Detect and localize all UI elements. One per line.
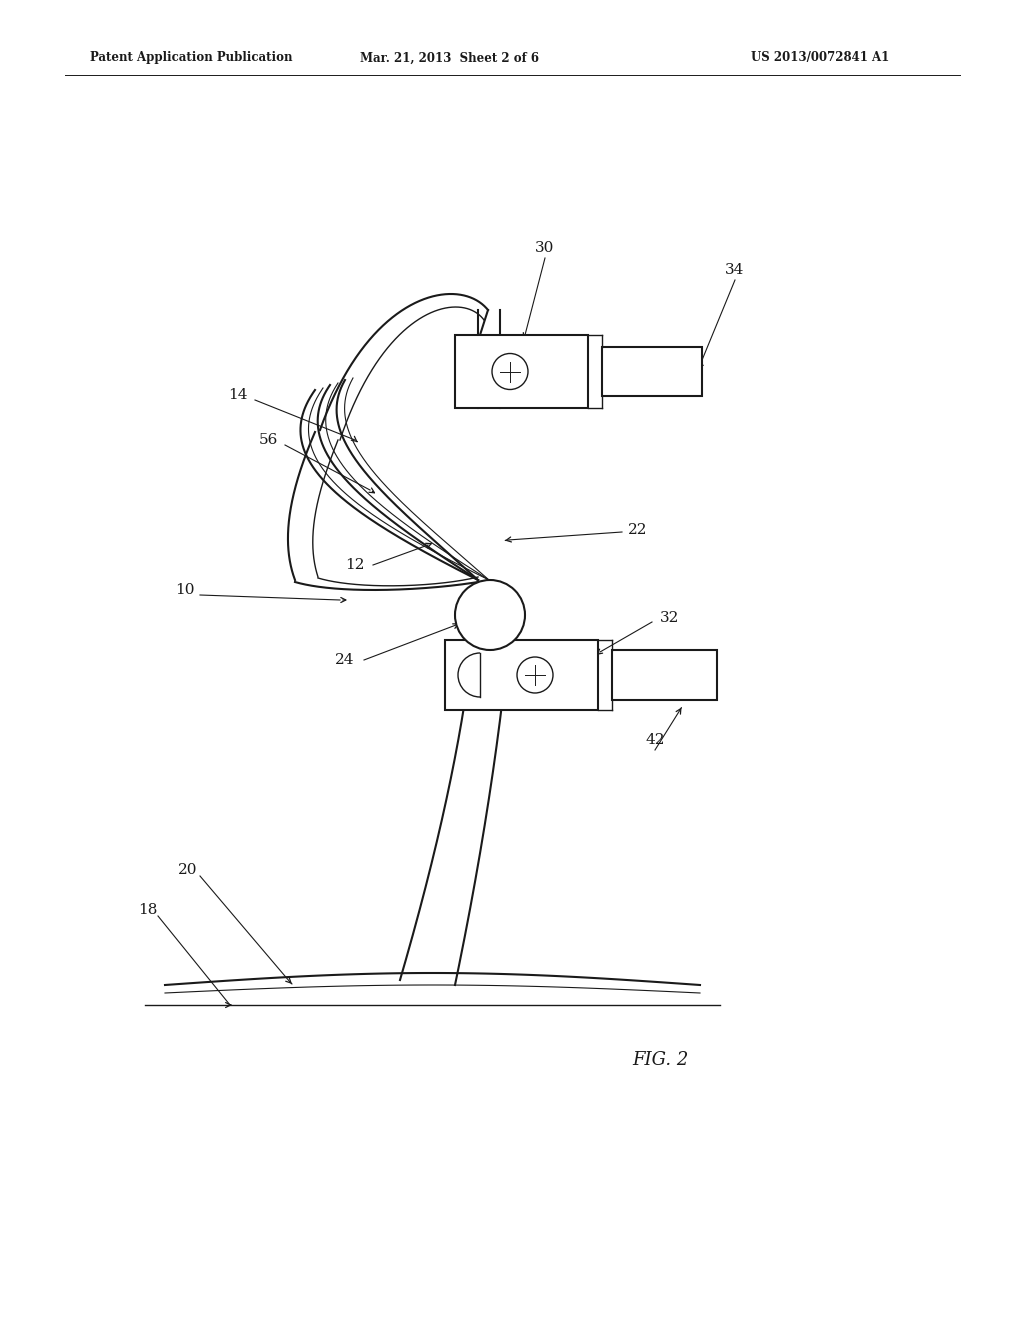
Text: 42: 42 xyxy=(645,733,665,747)
Text: 22: 22 xyxy=(629,523,648,537)
Circle shape xyxy=(492,354,528,389)
Bar xyxy=(445,640,598,710)
Bar xyxy=(455,335,588,408)
Text: 30: 30 xyxy=(536,242,555,255)
Text: FIG. 2: FIG. 2 xyxy=(632,1051,688,1069)
Bar xyxy=(612,649,717,700)
Text: 18: 18 xyxy=(138,903,158,917)
Text: Mar. 21, 2013  Sheet 2 of 6: Mar. 21, 2013 Sheet 2 of 6 xyxy=(360,51,540,65)
Text: 34: 34 xyxy=(725,263,744,277)
Text: US 2013/0072841 A1: US 2013/0072841 A1 xyxy=(751,51,889,65)
Circle shape xyxy=(517,657,553,693)
Text: 14: 14 xyxy=(228,388,248,403)
Text: 24: 24 xyxy=(335,653,354,667)
Bar xyxy=(602,347,702,396)
Circle shape xyxy=(455,579,525,649)
Text: 12: 12 xyxy=(345,558,365,572)
Text: 10: 10 xyxy=(175,583,195,597)
Text: 32: 32 xyxy=(660,611,680,624)
Text: 20: 20 xyxy=(178,863,198,876)
Text: Patent Application Publication: Patent Application Publication xyxy=(90,51,293,65)
Text: 56: 56 xyxy=(258,433,278,447)
